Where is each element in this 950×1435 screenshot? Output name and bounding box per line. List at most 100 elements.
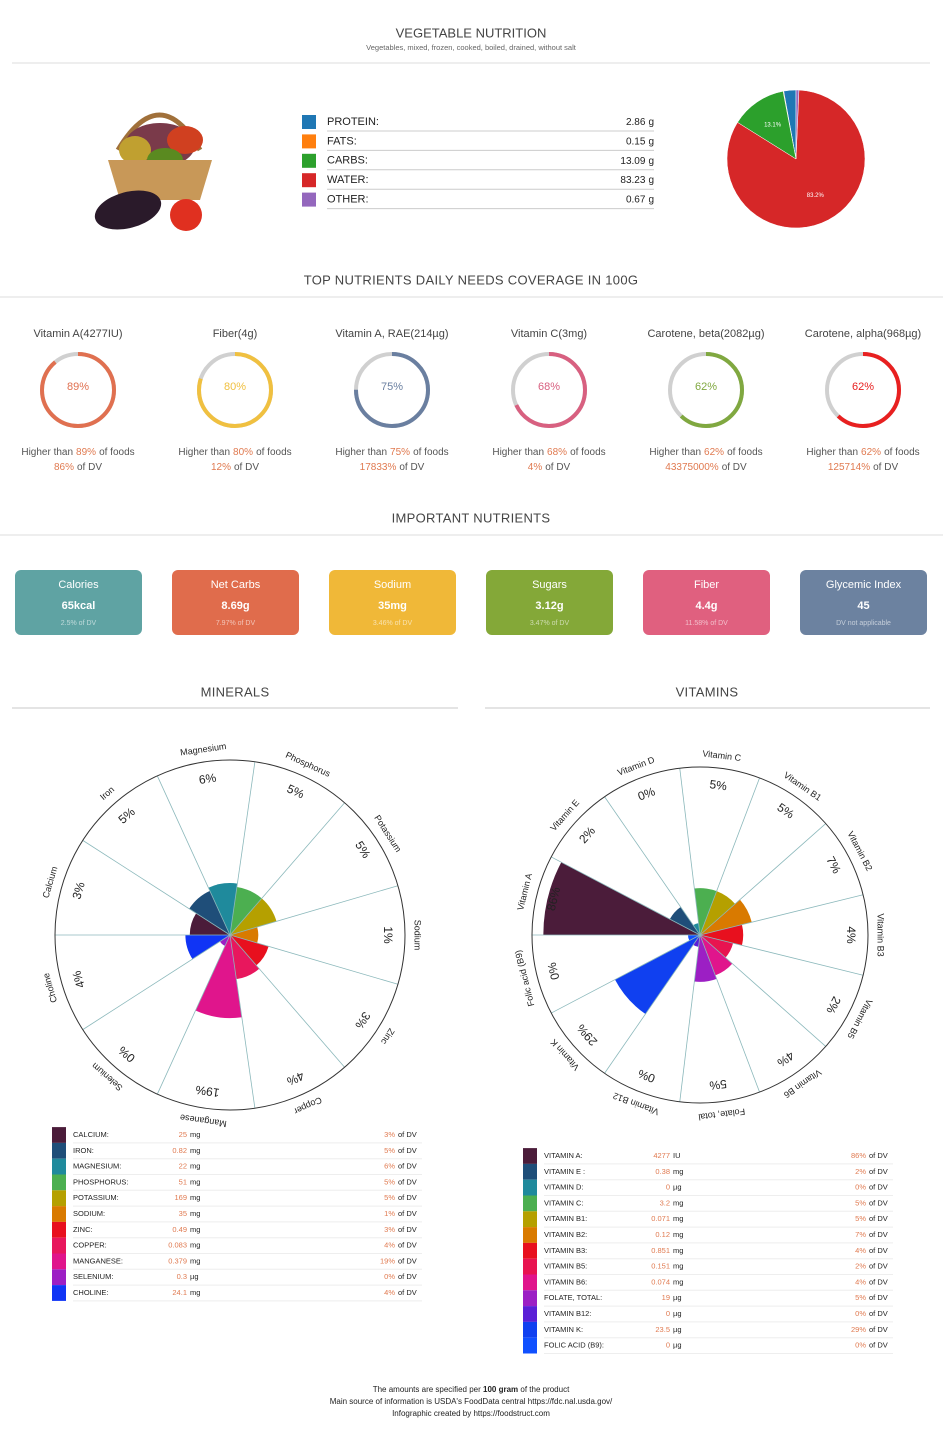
radial-percent: 3% <box>352 1009 373 1031</box>
table-amount: 0.12 <box>655 1230 670 1239</box>
rank-text: Higher than 75% of foods <box>335 447 448 458</box>
table-unit: µg <box>673 1309 682 1318</box>
card-value: 3.12g <box>535 600 563 612</box>
radial-wedge <box>189 890 230 935</box>
card-dv: 2.5% of DV <box>61 620 97 627</box>
radial-percent: 5% <box>116 805 139 827</box>
macro-name: PROTEIN: <box>327 116 379 128</box>
spoke <box>82 934 231 1030</box>
table-dv-suffix: of DV <box>869 1151 888 1160</box>
macro-name: WATER: <box>327 174 369 186</box>
table-dv-suffix: of DV <box>869 1183 888 1192</box>
table-dv-suffix: of DV <box>398 1193 417 1202</box>
radial-wedge <box>700 899 752 935</box>
ring-arc <box>511 352 587 428</box>
radial-wedge <box>195 935 242 1019</box>
radial-wedge <box>700 935 734 958</box>
card-value: 4.4g <box>695 600 717 612</box>
table-unit: mg <box>190 1193 200 1202</box>
macro-unit: g <box>648 136 654 147</box>
table-swatch <box>523 1321 537 1338</box>
table-unit: mg <box>190 1130 200 1139</box>
table-swatch <box>52 1269 66 1286</box>
legend-swatch <box>302 115 316 129</box>
macro-unit: g <box>648 175 654 186</box>
legend-swatch <box>302 192 316 207</box>
table-dv-suffix: of DV <box>869 1246 888 1255</box>
table-name: MANGANESE: <box>73 1256 123 1265</box>
dv-text: 43375000% of DV <box>665 462 747 473</box>
table-name: ZINC: <box>73 1225 93 1234</box>
radial-percent: 3% <box>69 880 87 901</box>
table-dv: 4% <box>855 1246 866 1255</box>
rank-value: 75% <box>390 447 410 458</box>
nutrient-card <box>15 570 142 635</box>
rank-value: 80% <box>233 447 253 458</box>
rank-suffix: of foods <box>570 447 606 458</box>
radial-percent: 6% <box>198 771 217 787</box>
table-swatch <box>523 1306 537 1322</box>
table-amount: 3.2 <box>660 1198 670 1207</box>
dv-suffix: of DV <box>399 462 424 473</box>
pie-slice <box>737 90 797 160</box>
radial-outline <box>531 766 869 1104</box>
table-swatch <box>52 1127 66 1143</box>
table-amount: 0.851 <box>651 1246 670 1255</box>
table-name: CHOLINE: <box>73 1288 108 1297</box>
table-dv: 0% <box>855 1341 866 1350</box>
radial-percent: 0% <box>636 784 657 803</box>
table-unit: IU <box>673 1151 681 1160</box>
macro-value: 0.67 g <box>626 194 654 205</box>
radial-percent: 29% <box>574 1021 601 1049</box>
radial-wedge <box>669 906 700 935</box>
radial-wedge <box>543 862 700 935</box>
table-unit: mg <box>190 1146 200 1155</box>
macro-unit: g <box>648 155 654 166</box>
dv-text: 17833% of DV <box>360 462 425 473</box>
dv-value: 86% <box>54 462 74 473</box>
card-name: Net Carbs <box>211 579 261 591</box>
table-amount: 4277 <box>653 1151 670 1160</box>
table-name: VITAMIN E : <box>544 1167 585 1176</box>
table-swatch <box>52 1142 66 1159</box>
radial-wedge <box>230 935 269 966</box>
dv-suffix: of DV <box>77 462 102 473</box>
table-unit: mg <box>190 1288 200 1297</box>
table-dv-suffix: of DV <box>398 1209 417 1218</box>
nutrient-name: Fiber(4g) <box>213 328 258 340</box>
table-dv: 6% <box>384 1162 395 1171</box>
table-swatch <box>523 1290 537 1307</box>
table-amount: 24.1 <box>172 1288 187 1297</box>
dv-text: 12% of DV <box>211 462 259 473</box>
table-dv-suffix: of DV <box>869 1341 888 1350</box>
table-swatch <box>523 1211 537 1228</box>
radial-wedge <box>230 935 260 980</box>
radial-percent: 4% <box>774 1048 796 1070</box>
pie-label: 83.2% <box>807 193 825 199</box>
table-unit: µg <box>190 1272 199 1281</box>
table-swatch <box>523 1227 537 1243</box>
radial-percent: 0% <box>636 1066 657 1085</box>
table-amount: 51 <box>179 1177 187 1186</box>
table-amount: 0.151 <box>651 1262 670 1271</box>
radial-name: Folic acid (B9) <box>513 949 536 1007</box>
table-amount: 169 <box>174 1193 187 1202</box>
card-name: Fiber <box>694 579 719 591</box>
table-name: SELENIUM: <box>73 1272 113 1281</box>
card-dv: 3.46% of DV <box>373 620 413 627</box>
table-dv-suffix: of DV <box>398 1130 417 1139</box>
rank-value: 68% <box>547 447 567 458</box>
table-dv-suffix: of DV <box>398 1225 417 1234</box>
table-dv: 5% <box>384 1146 395 1155</box>
table-swatch <box>523 1163 537 1180</box>
dv-text: 125714% of DV <box>828 462 899 473</box>
table-unit: mg <box>673 1246 683 1255</box>
legend-swatch <box>302 153 316 168</box>
nutrient-card <box>643 570 770 635</box>
table-name: VITAMIN B3: <box>544 1246 587 1255</box>
table-dv-suffix: of DV <box>869 1262 888 1271</box>
radial-percent: 0% <box>545 961 563 982</box>
radial-wedge <box>694 935 717 982</box>
radial-name: Folate, total <box>698 1107 746 1123</box>
table-dv-suffix: of DV <box>398 1162 417 1171</box>
